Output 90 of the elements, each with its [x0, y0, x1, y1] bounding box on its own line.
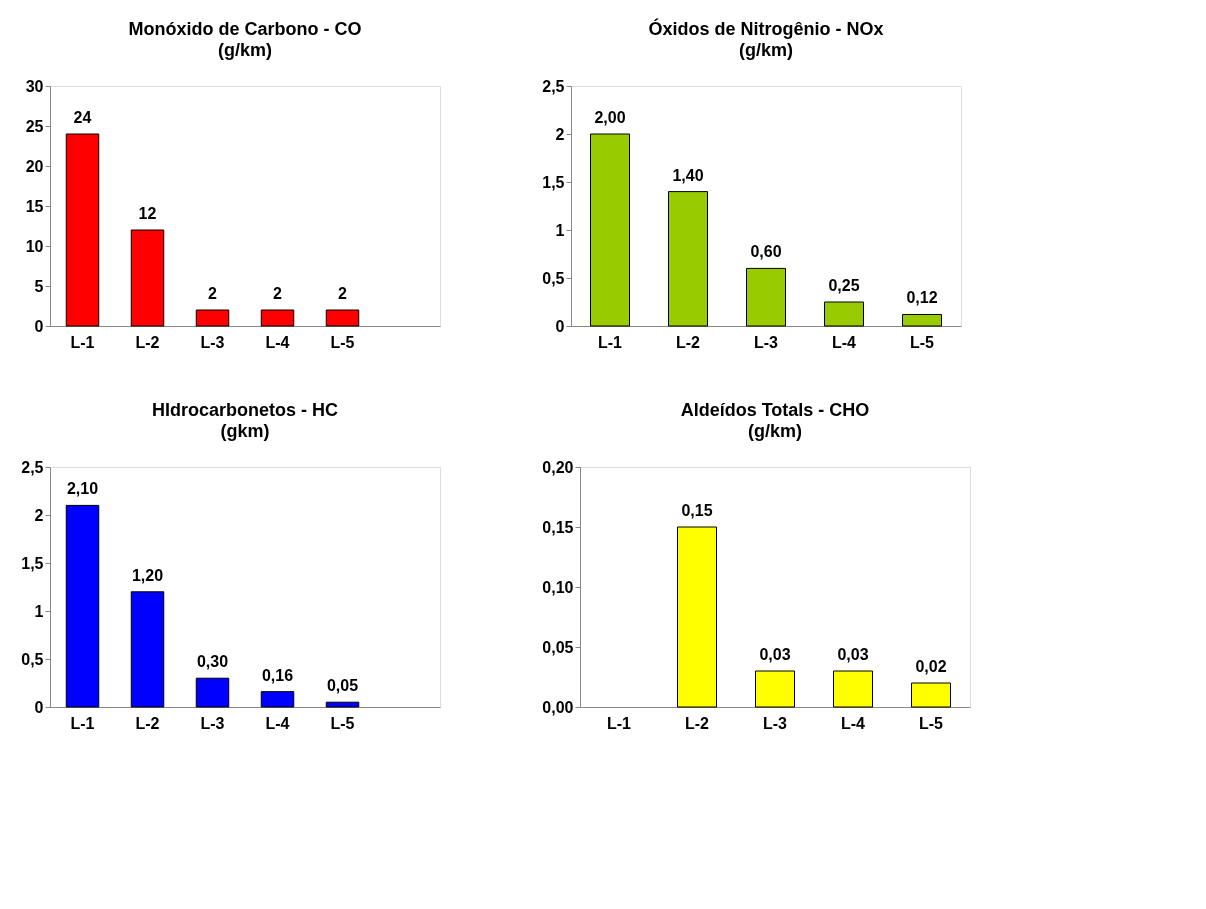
y-tick-label: 0,5: [21, 650, 44, 668]
x-tick-label: L-1: [70, 714, 95, 732]
data-label: 0,03: [837, 646, 869, 663]
chart-subtitle: (gkm): [220, 421, 270, 441]
y-tick-label: 2,5: [542, 77, 565, 95]
data-label: 2,00: [594, 109, 626, 126]
data-label: 12: [138, 205, 157, 222]
x-tick-label: L-3: [200, 714, 225, 732]
bar: [130, 591, 165, 708]
chart-subtitle: (g/km): [739, 40, 794, 60]
bar: [902, 313, 942, 327]
data-label: 0,30: [196, 653, 229, 671]
y-tick-label: 0,10: [542, 578, 574, 596]
bar: [668, 191, 708, 327]
y-tick-label: 0: [34, 698, 44, 716]
data-label: 2: [338, 285, 348, 302]
bar: [195, 677, 230, 708]
bar: [590, 133, 630, 327]
y-tick-label: 2: [34, 506, 44, 524]
chart-subtitle: (g/km): [748, 421, 803, 441]
y-tick-label: 2: [555, 125, 565, 143]
y-tick-label: 0,15: [542, 518, 574, 536]
y-tick-label: 1: [34, 602, 44, 620]
y-tick-label: 0,5: [542, 269, 565, 287]
x-tick-label: L-2: [676, 333, 701, 351]
x-tick-label: L-1: [598, 333, 623, 351]
data-label: 2: [273, 285, 283, 302]
chart-title: HIdrocarbonetos - HC: [151, 400, 339, 420]
data-label: 0,03: [759, 646, 791, 663]
x-tick-label: L-2: [135, 714, 160, 732]
bar: [746, 267, 786, 327]
x-tick-label: L-1: [70, 333, 95, 351]
x-tick-label: L-5: [910, 333, 935, 351]
y-tick-label: 5: [34, 277, 44, 295]
bar: [260, 691, 295, 708]
data-label: 0,25: [828, 277, 860, 294]
bar: [130, 229, 165, 327]
y-tick-label: 2,5: [21, 458, 44, 476]
data-label: 0,15: [681, 502, 713, 519]
data-label: 2,10: [66, 480, 99, 498]
x-tick-label: L-3: [754, 333, 779, 351]
y-tick-label: 0: [555, 317, 565, 335]
chart-subtitle: (g/km): [218, 40, 273, 60]
x-tick-label: L-4: [265, 714, 290, 732]
y-tick-label: 25: [25, 117, 44, 135]
data-label: 0,16: [261, 666, 294, 684]
x-tick-label: L-1: [607, 714, 632, 732]
y-tick-label: 30: [25, 77, 44, 95]
y-tick-label: 1,5: [21, 554, 44, 572]
bar: [833, 670, 873, 708]
bar: [755, 670, 795, 708]
x-tick-label: L-4: [832, 333, 857, 351]
bar: [325, 701, 360, 708]
data-label: 2: [208, 285, 218, 302]
x-tick-label: L-5: [330, 333, 355, 351]
bar: [824, 301, 864, 327]
data-label: 24: [73, 109, 92, 126]
bar: [677, 526, 717, 708]
data-label: 0,02: [915, 658, 947, 675]
x-tick-label: L-3: [200, 333, 225, 351]
data-label: 1,40: [672, 166, 704, 184]
y-tick-label: 0,00: [542, 698, 574, 716]
data-label: 0,05: [326, 677, 359, 695]
y-tick-label: 0: [34, 317, 44, 335]
bar: [65, 133, 100, 327]
y-tick-label: 15: [25, 197, 44, 215]
y-tick-label: 0,05: [542, 638, 574, 656]
y-tick-label: 20: [25, 157, 44, 175]
bar: [325, 309, 360, 327]
x-tick-label: L-5: [330, 714, 355, 732]
y-tick-label: 1: [555, 221, 565, 239]
chart-title: Monóxido de Carbono - CO: [128, 19, 362, 39]
y-tick-label: 10: [25, 237, 44, 255]
data-label: 0,12: [906, 289, 938, 307]
x-tick-label: L-2: [685, 714, 710, 732]
chart-title: Óxidos de Nitrogênio - NOx: [648, 18, 884, 39]
chart-title: Aldeídos Totals - CHO: [680, 400, 870, 420]
bar: [195, 309, 230, 327]
bar: [65, 504, 100, 708]
y-tick-label: 1,5: [542, 173, 565, 191]
x-tick-label: L-4: [841, 714, 866, 732]
x-tick-label: L-3: [763, 714, 788, 732]
data-label: 1,20: [131, 566, 164, 584]
bar: [260, 309, 295, 327]
x-tick-label: L-4: [265, 333, 290, 351]
x-tick-label: L-2: [135, 333, 160, 351]
x-tick-label: L-5: [919, 714, 944, 732]
bar: [911, 682, 951, 708]
data-label: 0,60: [750, 243, 782, 261]
y-tick-label: 0,20: [542, 458, 574, 476]
